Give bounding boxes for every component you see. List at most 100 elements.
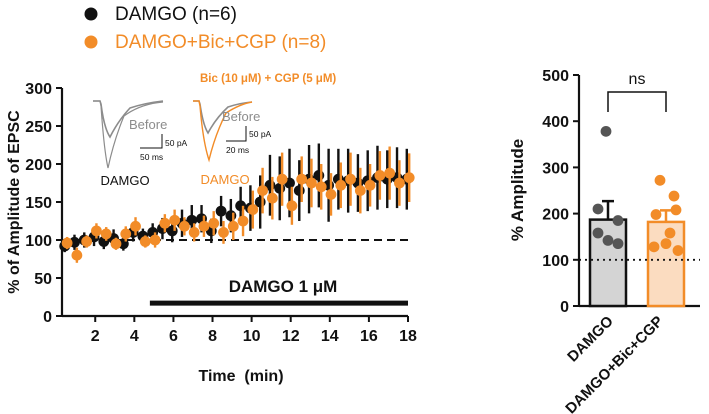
left-y-tick-label: 150 [25, 195, 52, 212]
legend-label-bic-cgp: DAMGO+Bic+CGP (n=8) [115, 32, 326, 53]
left-x-axis-label: Time (min) [198, 368, 283, 385]
inset-damgo-before-trace [93, 100, 164, 139]
individual-point [654, 174, 666, 186]
data-point [149, 234, 161, 246]
data-point [374, 170, 386, 181]
data-point [169, 214, 181, 226]
individual-point [612, 215, 624, 226]
inset-bic-cgp-traces: Bic (10 μM) + CGP (5 μM) Before 50 pA 20… [193, 73, 336, 187]
left-y-axis-label: % of Amplitude of EPSC [6, 110, 23, 294]
left-y-tick-label: 250 [25, 119, 52, 136]
data-point [335, 179, 347, 191]
individual-point [650, 209, 662, 220]
left-y-tick-label: 200 [25, 157, 52, 174]
data-point [354, 185, 366, 197]
left-x-tick-label: 6 [169, 328, 178, 345]
data-point [274, 182, 286, 194]
data-point [188, 227, 200, 238]
legend-marker-bic-cgp [84, 35, 98, 49]
left-x-tick-label: 16 [360, 328, 378, 345]
individual-point [668, 190, 680, 202]
left-x-tick-label: 14 [321, 328, 339, 345]
individual-point [648, 241, 660, 253]
data-point [384, 167, 396, 179]
series-bic-cgp [61, 146, 415, 263]
inset-bic-cgp-before-trace [193, 100, 253, 135]
inset-bic-cgp-scale-y: 50 pA [249, 129, 272, 139]
data-point [315, 181, 327, 193]
data-point [257, 185, 268, 197]
legend: DAMGO (n=6) DAMGO+Bic+CGP (n=8) [84, 4, 326, 53]
data-point [61, 237, 73, 249]
inset-damgo-scale-bar [140, 134, 163, 149]
data-point [159, 217, 171, 229]
data-point [237, 215, 249, 227]
data-point [208, 217, 220, 229]
data-point [286, 200, 298, 212]
individual-point [602, 234, 614, 246]
inset-bic-cgp-header: Bic (10 μM) + CGP (5 μM) [200, 73, 336, 85]
individual-point [670, 204, 682, 216]
data-point [364, 179, 376, 191]
left-y-tick-label: 0 [43, 309, 52, 326]
data-point [186, 214, 198, 226]
inset-damgo-before-label: Before [129, 117, 167, 132]
data-point [227, 220, 239, 232]
right-y-tick-label: 300 [542, 160, 569, 177]
left-y-ticks: 0 50 100 150 200 250 300 [25, 81, 62, 326]
data-point [394, 177, 405, 189]
inset-damgo-drug-trace [93, 100, 164, 169]
data-point [403, 172, 415, 184]
legend-label-damgo: DAMGO (n=6) [115, 4, 237, 25]
data-point [81, 236, 93, 247]
right-y-ticks: 0 100 200 300 400 500 [542, 68, 579, 316]
right-y-tick-label: 400 [542, 114, 569, 131]
left-x-tick-label: 4 [130, 328, 139, 345]
significance-label: ns [629, 71, 646, 88]
inset-damgo-label: DAMGO [100, 173, 149, 188]
data-point [130, 220, 141, 232]
significance-bracket [607, 91, 667, 112]
data-point [120, 228, 132, 240]
data-point [325, 189, 337, 200]
bar-group-damgo [588, 125, 628, 308]
left-y-tick-label: 300 [25, 81, 52, 98]
data-point [235, 200, 247, 212]
individual-point [660, 238, 672, 250]
left-x-tick-label: 12 [282, 328, 300, 345]
data-point [110, 238, 122, 250]
bar-group-bic-cgp [646, 174, 686, 308]
data-point [91, 225, 102, 237]
data-point [198, 220, 210, 232]
individual-point [672, 245, 684, 256]
data-point [306, 177, 317, 189]
data-point [71, 249, 83, 261]
individual-point [592, 227, 604, 239]
series-layer [59, 143, 415, 263]
inset-bic-cgp-drug-trace [193, 100, 253, 163]
data-point [293, 185, 305, 197]
data-point [266, 192, 278, 204]
bars-layer [588, 125, 686, 308]
left-x-ticks: 2 4 6 8 10 12 14 16 18 [91, 316, 417, 345]
data-point [247, 204, 259, 216]
data-point [296, 173, 308, 185]
data-point [218, 227, 229, 238]
left-y-tick-label: 50 [34, 271, 52, 288]
left-x-tick-label: 18 [399, 328, 417, 345]
right-y-axis-label: % Amplitude [508, 139, 527, 241]
left-x-tick-label: 2 [91, 328, 100, 345]
data-point [345, 173, 356, 185]
inset-bic-cgp-scale-bar [226, 126, 247, 142]
inset-damgo-traces: Before 50 pA 50 ms DAMGO [93, 100, 188, 188]
left-x-tick-label: 8 [208, 328, 217, 345]
individual-point [612, 238, 624, 250]
individual-point [600, 125, 612, 137]
time-course-plot: 0 50 100 150 200 250 300 2 4 6 8 10 12 14 16 18 % of A… [6, 73, 417, 385]
inset-bic-cgp-before-label: Before [222, 109, 260, 124]
data-point [276, 173, 288, 185]
left-y-tick-label: 100 [25, 233, 52, 250]
data-point [139, 236, 151, 247]
data-point [215, 205, 227, 217]
